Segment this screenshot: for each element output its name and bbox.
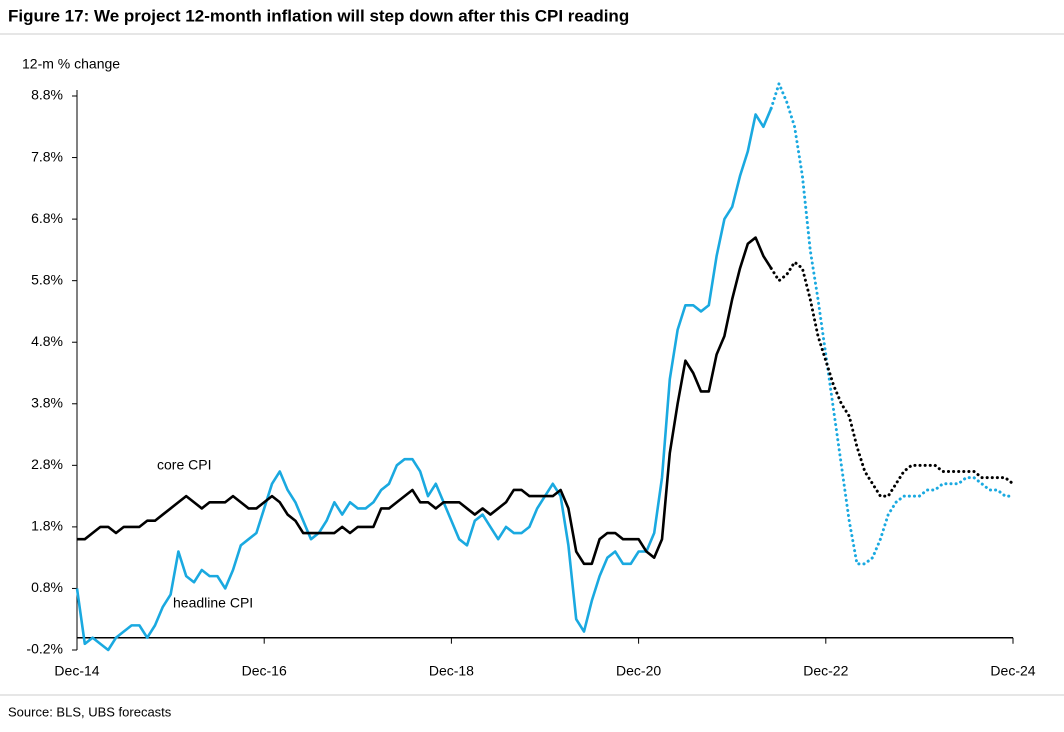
y-tick-label: 4.8% xyxy=(31,333,63,349)
x-tick-label: Dec-18 xyxy=(429,663,474,679)
y-tick-label: 1.8% xyxy=(31,518,63,534)
y-tick-label: 6.8% xyxy=(31,210,63,226)
forecast-line xyxy=(769,259,1015,498)
x-tick-label: Dec-20 xyxy=(616,663,661,679)
source: Source: BLS, UBS forecasts xyxy=(8,704,172,719)
series-line xyxy=(75,107,773,652)
chart-title: Figure 17: We project 12-month inflation… xyxy=(8,6,629,25)
series-label: headline CPI xyxy=(173,595,253,611)
y-axis-label: 12-m % change xyxy=(22,56,120,72)
forecast-line xyxy=(769,79,1015,566)
x-tick-label: Dec-14 xyxy=(54,663,99,679)
series-label: core CPI xyxy=(157,457,211,473)
series-line xyxy=(77,236,773,566)
x-tick-label: Dec-22 xyxy=(803,663,848,679)
x-tick-label: Dec-24 xyxy=(990,663,1035,679)
y-tick-label: -0.2% xyxy=(26,641,63,657)
y-tick-label: 3.8% xyxy=(31,394,63,410)
y-tick-label: 5.8% xyxy=(31,271,63,287)
y-tick-label: 2.8% xyxy=(31,456,63,472)
x-tick-label: Dec-16 xyxy=(242,663,287,679)
y-tick-label: 7.8% xyxy=(31,148,63,164)
y-tick-label: 8.8% xyxy=(31,87,63,103)
y-tick-label: 0.8% xyxy=(31,579,63,595)
